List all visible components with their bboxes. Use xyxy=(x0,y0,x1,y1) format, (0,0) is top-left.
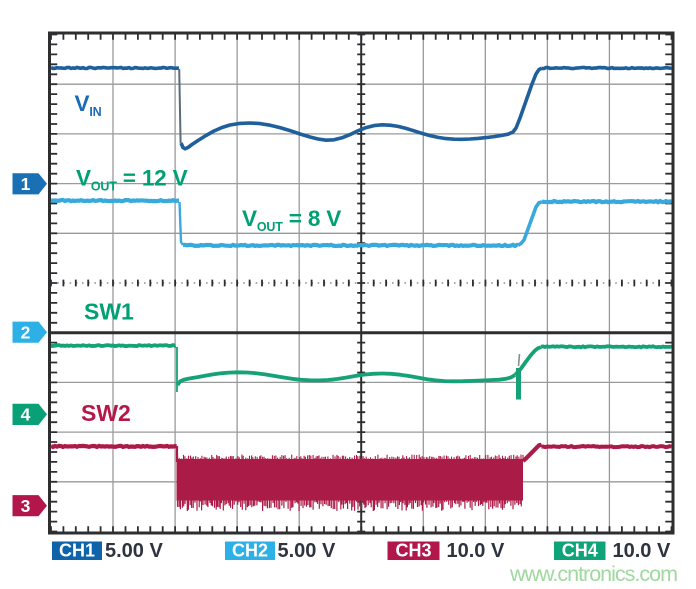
svg-text:CH1: CH1 xyxy=(59,541,95,561)
svg-text:www.cntronics.com: www.cntronics.com xyxy=(509,562,677,586)
svg-text:10.0 V: 10.0 V xyxy=(447,540,505,562)
svg-text:CH4: CH4 xyxy=(562,541,598,561)
svg-text:SW1: SW1 xyxy=(84,299,134,325)
svg-text:CH2: CH2 xyxy=(232,541,268,561)
svg-text:2: 2 xyxy=(21,322,31,342)
svg-text:5.00 V: 5.00 V xyxy=(105,540,163,562)
svg-text:CH3: CH3 xyxy=(395,541,431,561)
svg-text:VOUT = 12 V: VOUT = 12 V xyxy=(76,165,188,193)
svg-text:1: 1 xyxy=(21,174,31,194)
svg-text:VOUT = 8 V: VOUT = 8 V xyxy=(242,206,341,234)
svg-text:SW2: SW2 xyxy=(81,400,131,426)
svg-text:10.0 V: 10.0 V xyxy=(613,540,671,562)
svg-text:5.00 V: 5.00 V xyxy=(278,540,336,562)
svg-text:3: 3 xyxy=(21,496,31,516)
svg-text:4: 4 xyxy=(21,405,31,425)
